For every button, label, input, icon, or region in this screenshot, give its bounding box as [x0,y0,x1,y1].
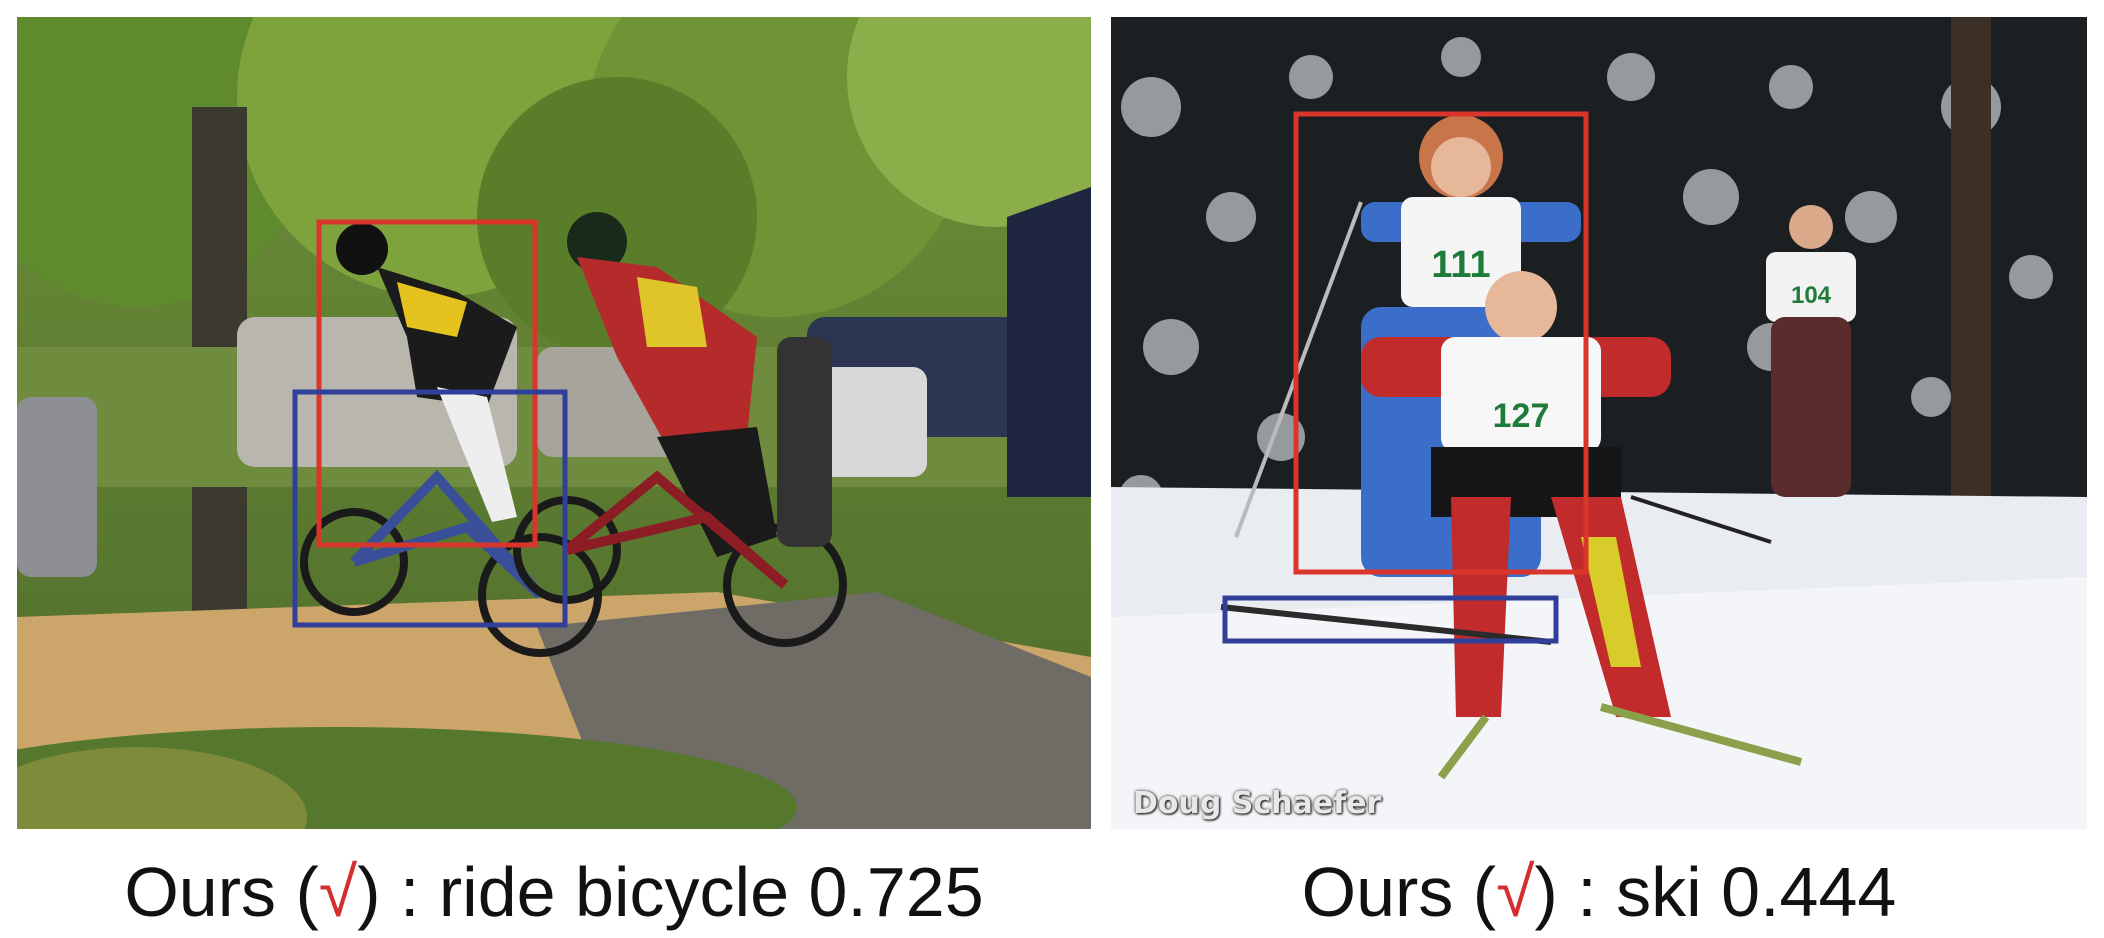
human-bounding-box [1293,111,1589,575]
caption-suffix: ) : ski 0.444 [1534,853,1897,931]
caption-ski: Ours (√) : ski 0.444 [1111,852,2087,932]
bib-number-104: 104 [1791,282,1832,309]
check-mark-icon: √ [1496,853,1535,931]
caption-ride-bicycle: Ours (√) : ride bicycle 0.725 [17,852,1091,932]
bib-number-111: 111 [1431,244,1490,286]
caption-prefix: Ours ( [1301,853,1497,931]
ski-photo-panel: 104 111 127 Doug Schaefer [1111,17,2087,829]
bmx-photo-panel [17,17,1091,829]
object-bounding-box [292,389,568,628]
photo-credit: Doug Schaefer [1133,786,1382,821]
object-bounding-box [1222,595,1559,644]
bmx-photo [17,17,1091,829]
ski-photo: 104 111 127 [1111,17,2087,829]
caption-suffix: ) : ride bicycle 0.725 [357,853,984,931]
human-bounding-box [316,219,538,548]
caption-prefix: Ours ( [124,853,319,931]
bib-number-127: 127 [1493,397,1550,435]
check-mark-icon: √ [318,853,358,931]
